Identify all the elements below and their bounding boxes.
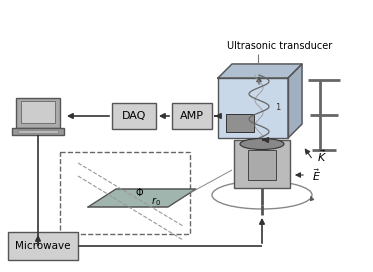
Bar <box>60 152 190 234</box>
Text: 1: 1 <box>275 104 280 113</box>
Text: AMP: AMP <box>180 111 204 121</box>
Text: $\Phi$: $\Phi$ <box>135 186 145 198</box>
Bar <box>18 130 58 133</box>
Text: $\vec{K}$: $\vec{K}$ <box>317 148 327 164</box>
Bar <box>226 114 254 132</box>
Polygon shape <box>218 64 302 78</box>
Bar <box>248 150 276 180</box>
Bar <box>234 140 290 188</box>
Ellipse shape <box>240 138 284 150</box>
Bar <box>218 78 288 138</box>
Text: DAQ: DAQ <box>122 111 146 121</box>
Text: $\vec{E}$: $\vec{E}$ <box>312 167 321 183</box>
Bar <box>16 98 60 128</box>
Polygon shape <box>88 189 196 207</box>
Bar <box>172 103 212 129</box>
Bar <box>8 232 78 260</box>
Bar <box>21 101 55 123</box>
Bar <box>12 128 64 135</box>
Text: $r_0$: $r_0$ <box>151 196 161 208</box>
Bar <box>112 103 156 129</box>
Text: Microwave: Microwave <box>15 241 71 251</box>
Polygon shape <box>288 64 302 138</box>
Text: Ultrasonic transducer: Ultrasonic transducer <box>228 41 333 51</box>
